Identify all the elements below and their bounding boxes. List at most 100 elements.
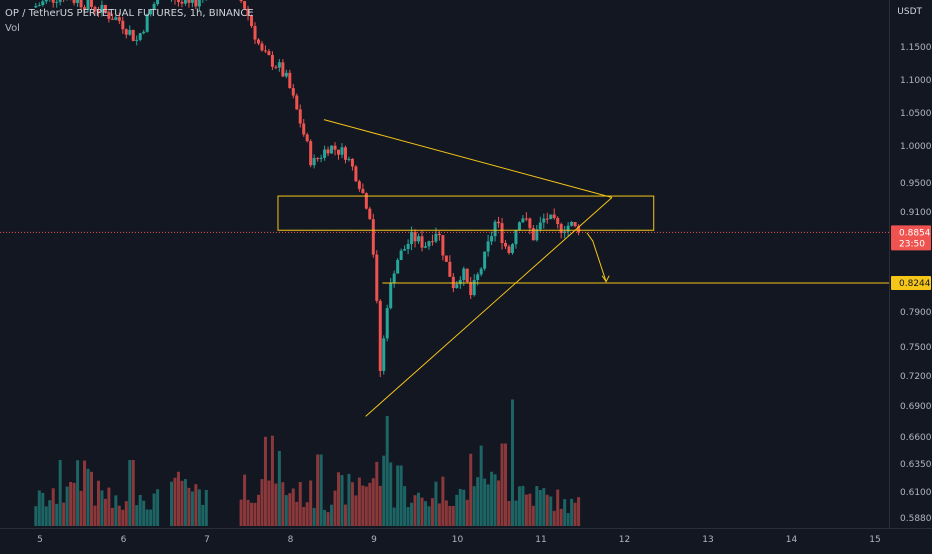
candle-body: [350, 158, 354, 167]
candle-body: [34, 5, 38, 8]
price-tick-label: 0.6900: [900, 402, 932, 412]
volume-bar: [528, 493, 532, 526]
candle-body: [316, 158, 320, 160]
volume-bar: [277, 450, 281, 526]
candle-body: [542, 218, 546, 223]
candle-body: [420, 236, 424, 248]
candle-body: [117, 17, 121, 21]
candle-body: [89, 0, 93, 7]
candle-body: [427, 241, 431, 247]
volume-bar: [44, 506, 48, 526]
volume-bar: [333, 490, 337, 526]
volume-bar: [316, 454, 320, 526]
volume-bar: [156, 489, 160, 526]
candle-body: [128, 29, 132, 35]
price-tick-label: 0.7900: [900, 308, 932, 318]
candle-body: [573, 221, 577, 227]
volume-bar: [535, 486, 539, 526]
candle-body: [472, 280, 476, 296]
triangle-lower-trendline[interactable]: [365, 197, 613, 417]
volume-bar: [138, 494, 142, 526]
volume-bar: [121, 509, 125, 526]
candle-body: [302, 123, 306, 135]
volume-bar: [472, 486, 476, 526]
price-tick-label: 0.6600: [900, 433, 932, 443]
candle-body: [274, 66, 278, 68]
price-tick-label: 1.0000: [900, 142, 932, 152]
volume-bar: [270, 435, 274, 526]
candle-body: [385, 308, 389, 339]
candle-body: [570, 221, 574, 226]
candle-body: [145, 14, 149, 32]
volume-bar: [483, 478, 487, 526]
volume-bar: [326, 512, 330, 526]
volume-bar: [521, 485, 525, 526]
candle-body: [190, 0, 194, 3]
volume-bar: [382, 455, 386, 526]
volume-bar: [298, 482, 302, 526]
candle-body: [309, 141, 313, 166]
candle-body: [277, 62, 281, 68]
candle-body: [156, 0, 160, 5]
candle-body: [517, 222, 521, 231]
candle-body: [392, 273, 396, 283]
volume-bar: [86, 468, 90, 526]
candle-body: [41, 1, 45, 6]
candle-body: [378, 300, 382, 371]
candle-body: [256, 39, 260, 44]
volume-bar: [256, 494, 260, 526]
time-tick-label: 10: [452, 535, 464, 545]
candle-body: [267, 51, 271, 55]
candle-body: [371, 219, 375, 255]
price-tick-label: 0.6100: [900, 488, 932, 498]
volume-bar: [385, 416, 389, 526]
candle-body: [260, 43, 264, 51]
volume-bar: [128, 460, 132, 526]
volume-bar: [448, 505, 452, 526]
price-tick-label: 0.9100: [900, 208, 932, 218]
volume-bar: [514, 500, 518, 526]
volume-bar: [250, 502, 254, 526]
candle-body: [187, 0, 191, 3]
time-tick-label: 11: [535, 535, 546, 545]
volume-indicator-label: Vol: [5, 23, 20, 34]
volume-bar: [403, 486, 407, 526]
resistance-rectangle[interactable]: [277, 195, 655, 231]
volume-bar: [486, 484, 490, 526]
volume-bar: [110, 507, 114, 526]
candle-body: [444, 255, 448, 262]
volume-bar: [176, 471, 180, 526]
volume-bar: [455, 494, 459, 526]
volume-bar: [559, 508, 563, 526]
last-price-value: 0.8854: [899, 228, 931, 238]
volume-bar: [577, 497, 581, 526]
volume-bar: [371, 478, 375, 526]
candle-body: [507, 246, 511, 253]
volume-bar: [201, 504, 205, 526]
time-tick-label: 7: [204, 535, 210, 545]
candle-body: [270, 54, 274, 67]
volume-bar: [444, 500, 448, 526]
down-arrow[interactable]: [586, 232, 607, 282]
price-tick-label: 1.1500: [900, 43, 932, 53]
volume-bar: [434, 481, 438, 526]
triangle-upper-trendline[interactable]: [323, 119, 613, 198]
candle-body: [243, 1, 247, 9]
time-tick-label: 12: [619, 535, 630, 545]
bar-countdown: 23:50: [899, 239, 925, 249]
candle-body: [330, 145, 334, 154]
price-axis-panel[interactable]: [890, 0, 932, 550]
volume-bar: [288, 493, 292, 526]
volume-bar: [93, 505, 97, 526]
volume-bar: [72, 482, 76, 526]
volume-bar: [556, 489, 560, 526]
volume-bar: [354, 495, 358, 526]
volume-bar: [563, 499, 567, 526]
volume-bar: [79, 490, 83, 526]
volume-bar: [350, 482, 354, 526]
volume-bar: [337, 472, 341, 526]
candle-body: [86, 0, 90, 10]
